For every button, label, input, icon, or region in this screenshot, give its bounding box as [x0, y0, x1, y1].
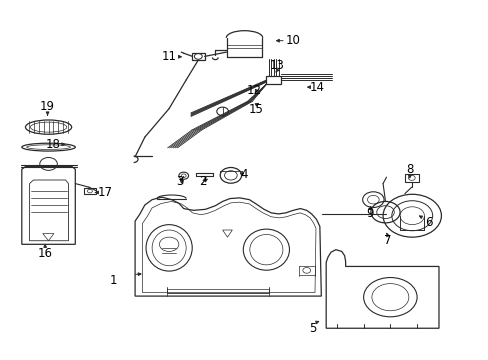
Text: 2: 2 [199, 175, 206, 188]
Text: 12: 12 [246, 84, 261, 97]
Text: 13: 13 [269, 59, 285, 72]
Text: 15: 15 [248, 103, 263, 116]
Text: 9: 9 [366, 207, 373, 220]
Text: 5: 5 [308, 322, 316, 335]
Text: 19: 19 [40, 100, 55, 113]
Bar [192, 53, 204, 60]
Bar [266, 76, 281, 84]
Text: 17: 17 [97, 186, 112, 199]
Text: 4: 4 [240, 168, 248, 181]
Text: 10: 10 [285, 34, 300, 47]
Bar [404, 174, 418, 182]
Text: 16: 16 [38, 247, 53, 260]
Text: 7: 7 [384, 234, 391, 247]
Text: 8: 8 [406, 163, 413, 176]
Text: 3: 3 [176, 175, 183, 188]
Text: 18: 18 [46, 138, 61, 151]
Text: 14: 14 [309, 81, 324, 94]
Text: 1: 1 [109, 274, 117, 287]
Bar [84, 188, 96, 194]
Text: 6: 6 [425, 216, 432, 229]
Text: 11: 11 [162, 50, 176, 63]
